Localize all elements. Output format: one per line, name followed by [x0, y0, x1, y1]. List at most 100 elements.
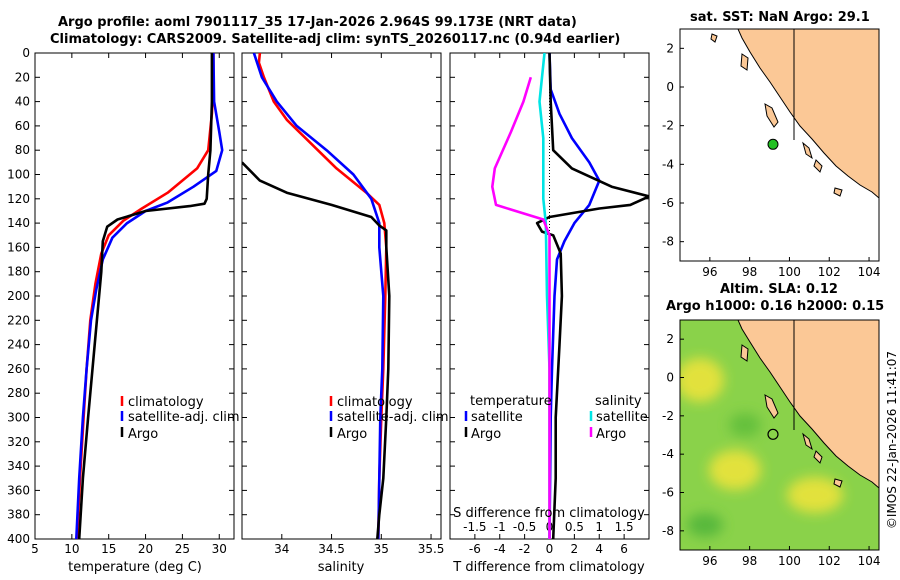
legend-header-salinity: salinity [595, 394, 642, 409]
map-x-tick-label: 100 [778, 265, 801, 279]
map-x-tick-label: 96 [702, 554, 717, 568]
x-tick-label: -4 [494, 542, 506, 556]
series-t-satellite [548, 53, 601, 539]
sla-map-frame [679, 319, 880, 551]
difference-xlabel: T difference from climatology [452, 560, 645, 575]
temperature-legend: climatology satellite-adj. clim Argo [120, 395, 240, 442]
sumatra-landmass [737, 29, 879, 199]
sla-map-argo-marker [767, 428, 779, 440]
difference-legend: temperature salinity satellite Argo sate… [464, 394, 648, 442]
mentawai-island-pagai [802, 141, 813, 160]
mentawai-island-siberut [764, 394, 779, 419]
map-y-tick-label: -6 [662, 196, 674, 210]
sst-map-axes: 96 98 100 102 104 2 0 -2 -4 -6 -8 [662, 41, 880, 279]
map-x-tick-label: 100 [778, 554, 801, 568]
map-x-tick-label: 104 [858, 265, 881, 279]
y-tick-label: 220 [7, 313, 30, 327]
figure-title-line2: Climatology: CARS2009. Satellite-adj cli… [50, 32, 621, 47]
figure-title-line1: Argo profile: aoml 7901117_35 17-Jan-202… [58, 15, 577, 30]
x-tick-label: 15 [101, 542, 116, 556]
x-tick-label: 34 [274, 542, 289, 556]
y-tick-label: 300 [7, 411, 30, 425]
y-tick-label: 180 [7, 265, 30, 279]
x-tick-label: 0 [546, 542, 554, 556]
secondary-x-tick-label: -1 [494, 520, 506, 534]
y-tick-label: 360 [7, 483, 30, 497]
salinity-series-group [242, 53, 391, 539]
legend-label-argo: Argo [337, 427, 367, 442]
x-tick-label: -6 [469, 542, 481, 556]
y-tick-label: 60 [15, 119, 30, 133]
map-x-tick-label: 104 [858, 554, 881, 568]
y-tick-label: 280 [7, 386, 30, 400]
sst-map-title: sat. SST: NaN Argo: 29.1 [690, 10, 870, 25]
x-tick-label: 4 [595, 542, 603, 556]
sla-high-patch [709, 450, 761, 490]
temperature-axes-frame [34, 52, 235, 540]
map-y-tick-label: 2 [666, 41, 674, 55]
map-y-tick-label: -6 [662, 486, 674, 500]
sla-high-patch [787, 477, 843, 513]
y-tick-label: 260 [7, 362, 30, 376]
map-x-tick-label: 98 [742, 554, 757, 568]
x-tick-label: 2 [571, 542, 579, 556]
salinity-legend: climatology satellite-adj. clim Argo [329, 395, 449, 442]
map-y-tick-label: -4 [662, 157, 674, 171]
map-y-tick-label: -4 [662, 447, 674, 461]
series-satellite [252, 53, 385, 539]
mentawai-island-south [813, 450, 823, 464]
x-tick-label: 6 [620, 542, 628, 556]
sla-map-title-line2: Argo h1000: 0.16 h2000: 0.15 [666, 299, 885, 314]
legend-header-temperature: temperature [470, 394, 552, 409]
sst-map-frame [679, 28, 880, 262]
legend-label-s-satellite: satellite [596, 410, 648, 425]
mentawai-island-siberut [764, 103, 779, 128]
salinity-xlabel: salinity [318, 560, 365, 575]
y-tick-label: 380 [7, 508, 30, 522]
sst-map [680, 29, 879, 261]
secondary-x-tick-label: -0.5 [513, 520, 536, 534]
nias-island [740, 53, 749, 71]
legend-label-argo: Argo [128, 427, 158, 442]
mentawai-island-pagai [802, 432, 813, 451]
small-island-1 [710, 33, 718, 43]
temperature-series-group [75, 53, 224, 539]
map-y-tick-label: -2 [662, 409, 674, 423]
y-tick-label: 0 [22, 46, 30, 60]
x-tick-label: 25 [175, 542, 190, 556]
small-island-2 [833, 187, 843, 197]
sla-map [680, 320, 879, 550]
series-satellite [75, 53, 224, 539]
series-s-argo [491, 76, 551, 539]
y-tick-label: 120 [7, 192, 30, 206]
y-tick-label: 40 [15, 95, 30, 109]
y-tick-label: 340 [7, 459, 30, 473]
y-tick-label: 160 [7, 240, 30, 254]
y-tick-label: 80 [15, 143, 30, 157]
x-tick-label: 35.5 [418, 542, 445, 556]
sst-map-argo-marker [767, 138, 779, 150]
map-y-tick-label: 0 [666, 371, 674, 385]
sla-map-axes: 96 98 100 102 104 2 0 -2 -4 -6 -8 [662, 332, 880, 568]
x-tick-label: -2 [519, 542, 531, 556]
legend-label-climatology: climatology [337, 395, 413, 410]
sla-map-title-line1: Altim. SLA: 0.12 [720, 282, 838, 297]
sla-low-patch [729, 413, 761, 437]
legend-label-satellite: satellite-adj. clim [128, 410, 240, 425]
map-y-tick-label: 2 [666, 332, 674, 346]
secondary-x-tick-label: -1.5 [463, 520, 486, 534]
legend-label-t-satellite: satellite [471, 410, 523, 425]
y-tick-label: 200 [7, 289, 30, 303]
x-tick-label: 10 [64, 542, 79, 556]
legend-label-satellite: satellite-adj. clim [337, 410, 449, 425]
map-x-tick-label: 102 [818, 554, 841, 568]
sla-high-patch [680, 358, 724, 402]
map-y-tick-label: 0 [666, 80, 674, 94]
x-tick-label: 5 [31, 542, 39, 556]
secondary-x-tick-label: 1 [595, 520, 603, 534]
secondary-x-tick-label: 1.5 [615, 520, 634, 534]
legend-label-climatology: climatology [128, 395, 204, 410]
temperature-xlabel: temperature (deg C) [68, 560, 202, 575]
secondary-x-tick-label: 0.5 [565, 520, 584, 534]
nias-island [740, 344, 749, 362]
